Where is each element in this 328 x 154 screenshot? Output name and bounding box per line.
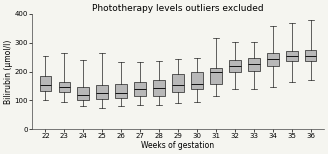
X-axis label: Weeks of gestation: Weeks of gestation <box>141 141 215 150</box>
PathPatch shape <box>40 76 51 91</box>
PathPatch shape <box>248 58 260 71</box>
PathPatch shape <box>115 84 127 98</box>
PathPatch shape <box>96 85 108 99</box>
Y-axis label: Bilirubin (μmol/l): Bilirubin (μmol/l) <box>4 39 13 104</box>
PathPatch shape <box>305 50 317 61</box>
PathPatch shape <box>58 82 70 92</box>
PathPatch shape <box>134 82 146 96</box>
PathPatch shape <box>77 87 89 100</box>
PathPatch shape <box>267 53 278 66</box>
PathPatch shape <box>229 59 241 73</box>
PathPatch shape <box>191 73 203 89</box>
Title: Phototherapy levels outliers excluded: Phototherapy levels outliers excluded <box>92 4 264 13</box>
PathPatch shape <box>172 75 184 92</box>
PathPatch shape <box>286 51 297 61</box>
PathPatch shape <box>153 80 165 95</box>
PathPatch shape <box>210 68 222 84</box>
